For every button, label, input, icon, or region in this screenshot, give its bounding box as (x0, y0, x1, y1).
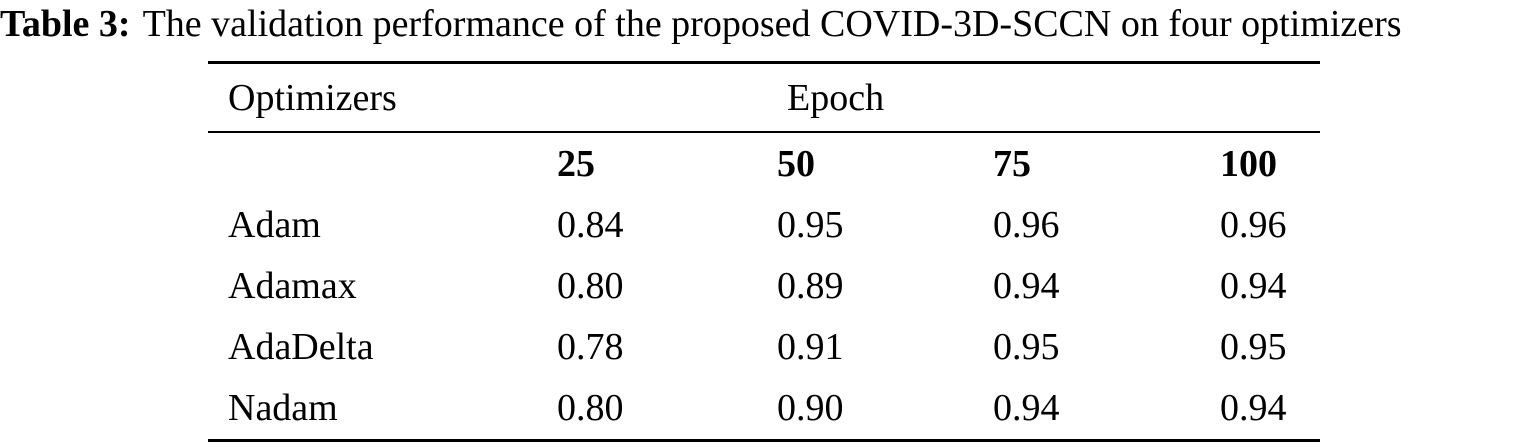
accuracy-value: 0.90 (777, 387, 844, 430)
accuracy-value: 0.96 (1220, 203, 1287, 246)
optimizer-name: Nadam (228, 387, 338, 430)
table-row: Nadam 0.80 0.90 0.94 0.94 (208, 378, 1320, 439)
accuracy-value: 0.94 (993, 264, 1060, 307)
optimizer-performance-table: Optimizers Epoch 25 50 75 100 Adam 0.84 … (208, 61, 1320, 442)
optimizer-name: Adamax (228, 264, 357, 307)
accuracy-value: 0.94 (1220, 387, 1287, 430)
table-epoch-subheader-row: 25 50 75 100 (208, 133, 1320, 194)
table-row: Adamax 0.80 0.89 0.94 0.94 (208, 255, 1320, 316)
table-group-header-row: Optimizers Epoch (208, 64, 1320, 133)
epoch-column-header: 75 (993, 142, 1031, 185)
table-caption: Table 3: The validation performance of th… (0, 2, 1524, 46)
table-row: Adam 0.84 0.95 0.96 0.96 (208, 194, 1320, 255)
accuracy-value: 0.95 (1220, 326, 1287, 369)
column-group-header-epoch: Epoch (787, 76, 885, 119)
accuracy-value: 0.80 (557, 264, 624, 307)
table-caption-number: Table 3: (0, 3, 131, 45)
accuracy-value: 0.84 (557, 203, 624, 246)
accuracy-value: 0.96 (993, 203, 1060, 246)
column-header-optimizers: Optimizers (228, 76, 397, 119)
accuracy-value: 0.94 (1220, 264, 1287, 307)
table-row: AdaDelta 0.78 0.91 0.95 0.95 (208, 317, 1320, 378)
accuracy-value: 0.80 (557, 387, 624, 430)
table-caption-text: The validation performance of the propos… (142, 3, 1402, 45)
optimizer-name: AdaDelta (228, 326, 374, 369)
accuracy-value: 0.95 (777, 203, 844, 246)
accuracy-value: 0.95 (993, 326, 1060, 369)
epoch-column-header: 50 (777, 142, 815, 185)
accuracy-value: 0.91 (777, 326, 844, 369)
accuracy-value: 0.78 (557, 326, 624, 369)
accuracy-value: 0.89 (777, 264, 844, 307)
optimizer-name: Adam (228, 203, 321, 246)
epoch-column-header: 100 (1220, 142, 1277, 185)
accuracy-value: 0.94 (993, 387, 1060, 430)
epoch-column-header: 25 (557, 142, 595, 185)
